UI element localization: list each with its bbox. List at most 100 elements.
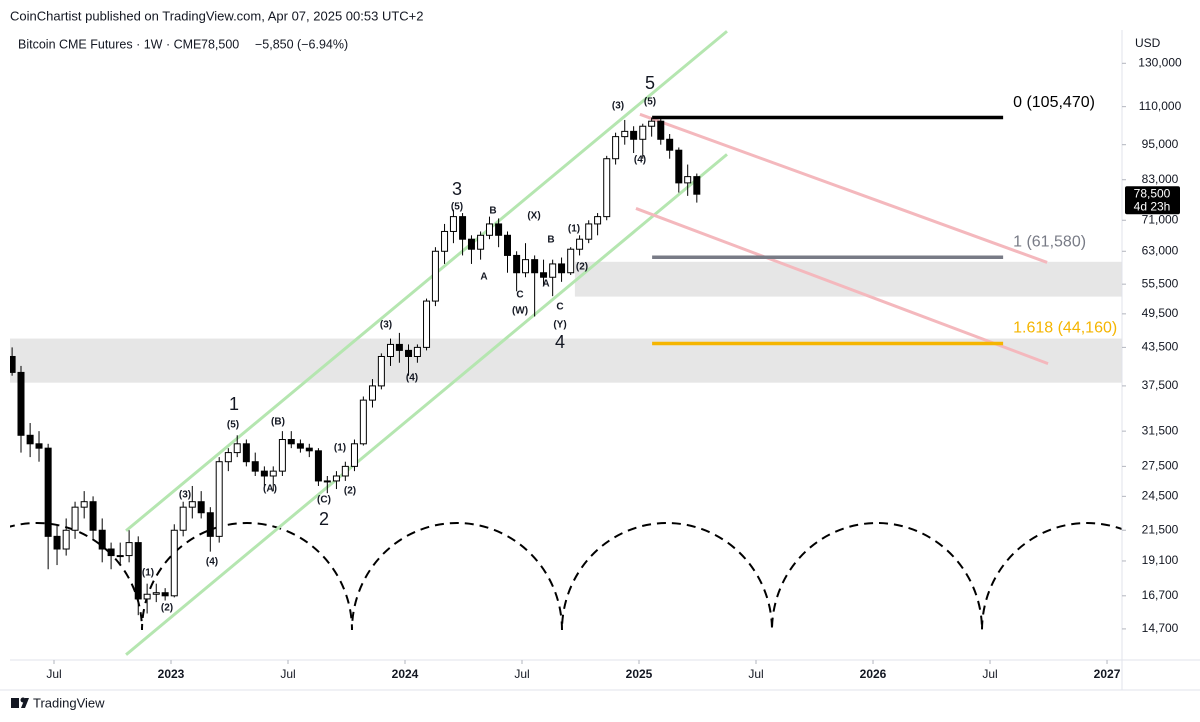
candle-body xyxy=(224,452,232,463)
wave-label: 1 xyxy=(229,394,239,414)
candle-body xyxy=(17,371,25,436)
publisher: CoinChartist published on TradingView.co… xyxy=(10,8,423,23)
wave-label: (5) xyxy=(227,420,239,431)
candle-body xyxy=(684,176,692,184)
candle-body xyxy=(459,216,467,240)
candle-body xyxy=(666,138,674,151)
y-tick-label: 19,100 xyxy=(1142,553,1179,567)
candle-body xyxy=(441,230,449,252)
candle-body xyxy=(350,443,358,467)
candle-body xyxy=(386,343,394,357)
candle-body xyxy=(531,259,539,274)
wave-label: 2 xyxy=(319,509,329,529)
candle-body xyxy=(260,470,268,477)
candle-body xyxy=(423,300,431,348)
wave-label: (1) xyxy=(142,568,154,579)
candle-body xyxy=(152,592,160,595)
candle-body xyxy=(648,120,656,127)
candle-body xyxy=(287,439,295,445)
wave-label: (5) xyxy=(451,202,463,213)
candle-body xyxy=(80,501,88,508)
candle-body xyxy=(323,480,331,483)
candle-body xyxy=(413,346,421,357)
wave-label: B xyxy=(547,235,554,246)
y-tick-label: 63,000 xyxy=(1142,243,1179,257)
x-tick-label: 2025 xyxy=(626,667,653,681)
trendline xyxy=(639,112,1048,264)
candle-body xyxy=(603,158,611,218)
brand: TradingView xyxy=(33,695,105,710)
y-tick-label: 71,000 xyxy=(1142,212,1179,226)
price-tag-label: 78,500 xyxy=(1134,186,1171,200)
candle-body xyxy=(540,272,548,278)
wave-label: (2) xyxy=(344,486,356,497)
wave-label: (4) xyxy=(634,155,646,166)
y-tick-label: 83,000 xyxy=(1142,172,1179,186)
fib-label: 0 (105,470) xyxy=(1013,94,1095,111)
candle-body xyxy=(657,120,665,140)
x-tick-label: Jul xyxy=(982,667,997,681)
wave-label: 5 xyxy=(645,73,655,93)
candle-body xyxy=(89,501,97,531)
candle-body xyxy=(495,223,503,236)
price-tag-countdown: 4d 23h xyxy=(1134,199,1171,213)
wave-label: (4) xyxy=(406,373,418,384)
candle-body xyxy=(513,254,521,274)
candle-body xyxy=(296,443,304,449)
x-tick-label: Jul xyxy=(46,667,61,681)
trendline xyxy=(125,30,728,532)
wave-label: (4) xyxy=(206,557,218,568)
candle-body xyxy=(630,130,638,140)
zone xyxy=(10,338,1122,383)
x-tick-label: Jul xyxy=(748,667,763,681)
candle-body xyxy=(71,506,79,531)
candle-body xyxy=(576,238,584,250)
y-tick-label: 24,500 xyxy=(1142,489,1179,503)
candle-body xyxy=(179,506,187,531)
zone xyxy=(574,261,1122,297)
candle-body xyxy=(594,216,602,225)
y-tick-label: 95,000 xyxy=(1142,137,1179,151)
cycle-arcs xyxy=(10,522,1122,631)
wave-label: A xyxy=(542,279,549,290)
candle-body xyxy=(314,450,322,482)
plot-area xyxy=(10,30,1122,656)
y-tick-label: 110,000 xyxy=(1139,99,1182,113)
wave-label: (B) xyxy=(271,417,285,428)
candle-body xyxy=(449,216,457,232)
y-tick-label: 16,700 xyxy=(1142,588,1179,602)
x-tick-label: 2027 xyxy=(1094,667,1121,681)
wave-label: (X) xyxy=(527,211,540,222)
wave-label: C xyxy=(556,302,563,313)
candle-body xyxy=(206,512,214,537)
candle-body xyxy=(395,343,403,351)
wave-label: (3) xyxy=(380,320,392,331)
candle-body xyxy=(134,542,142,600)
wave-label: 4 xyxy=(555,332,565,352)
candle-body xyxy=(675,149,683,184)
logo xyxy=(11,697,29,708)
candle-body xyxy=(585,223,593,240)
candle-body xyxy=(477,234,485,250)
candle-body xyxy=(341,465,349,477)
candle-body xyxy=(612,136,620,160)
candle-body xyxy=(62,529,70,550)
wave-label: (3) xyxy=(179,490,191,501)
candle-body xyxy=(332,475,340,482)
wave-label: A xyxy=(480,272,487,283)
x-tick-label: 2026 xyxy=(860,667,887,681)
candle-body xyxy=(278,439,286,472)
x-tick-label: 2024 xyxy=(392,667,419,681)
price-tag xyxy=(1125,186,1180,215)
y-tick-label: 43,500 xyxy=(1142,340,1179,354)
candle-body xyxy=(53,535,61,550)
symbol: Bitcoin CME Futures · 1W · CME xyxy=(18,37,201,51)
candle-body xyxy=(233,443,241,454)
candle-body xyxy=(170,529,178,597)
candle-body xyxy=(215,461,223,537)
wave-label: (C) xyxy=(317,495,331,506)
x-tick-label: Jul xyxy=(514,667,529,681)
y-tick-label: 31,500 xyxy=(1142,423,1179,437)
trendline xyxy=(125,153,728,656)
